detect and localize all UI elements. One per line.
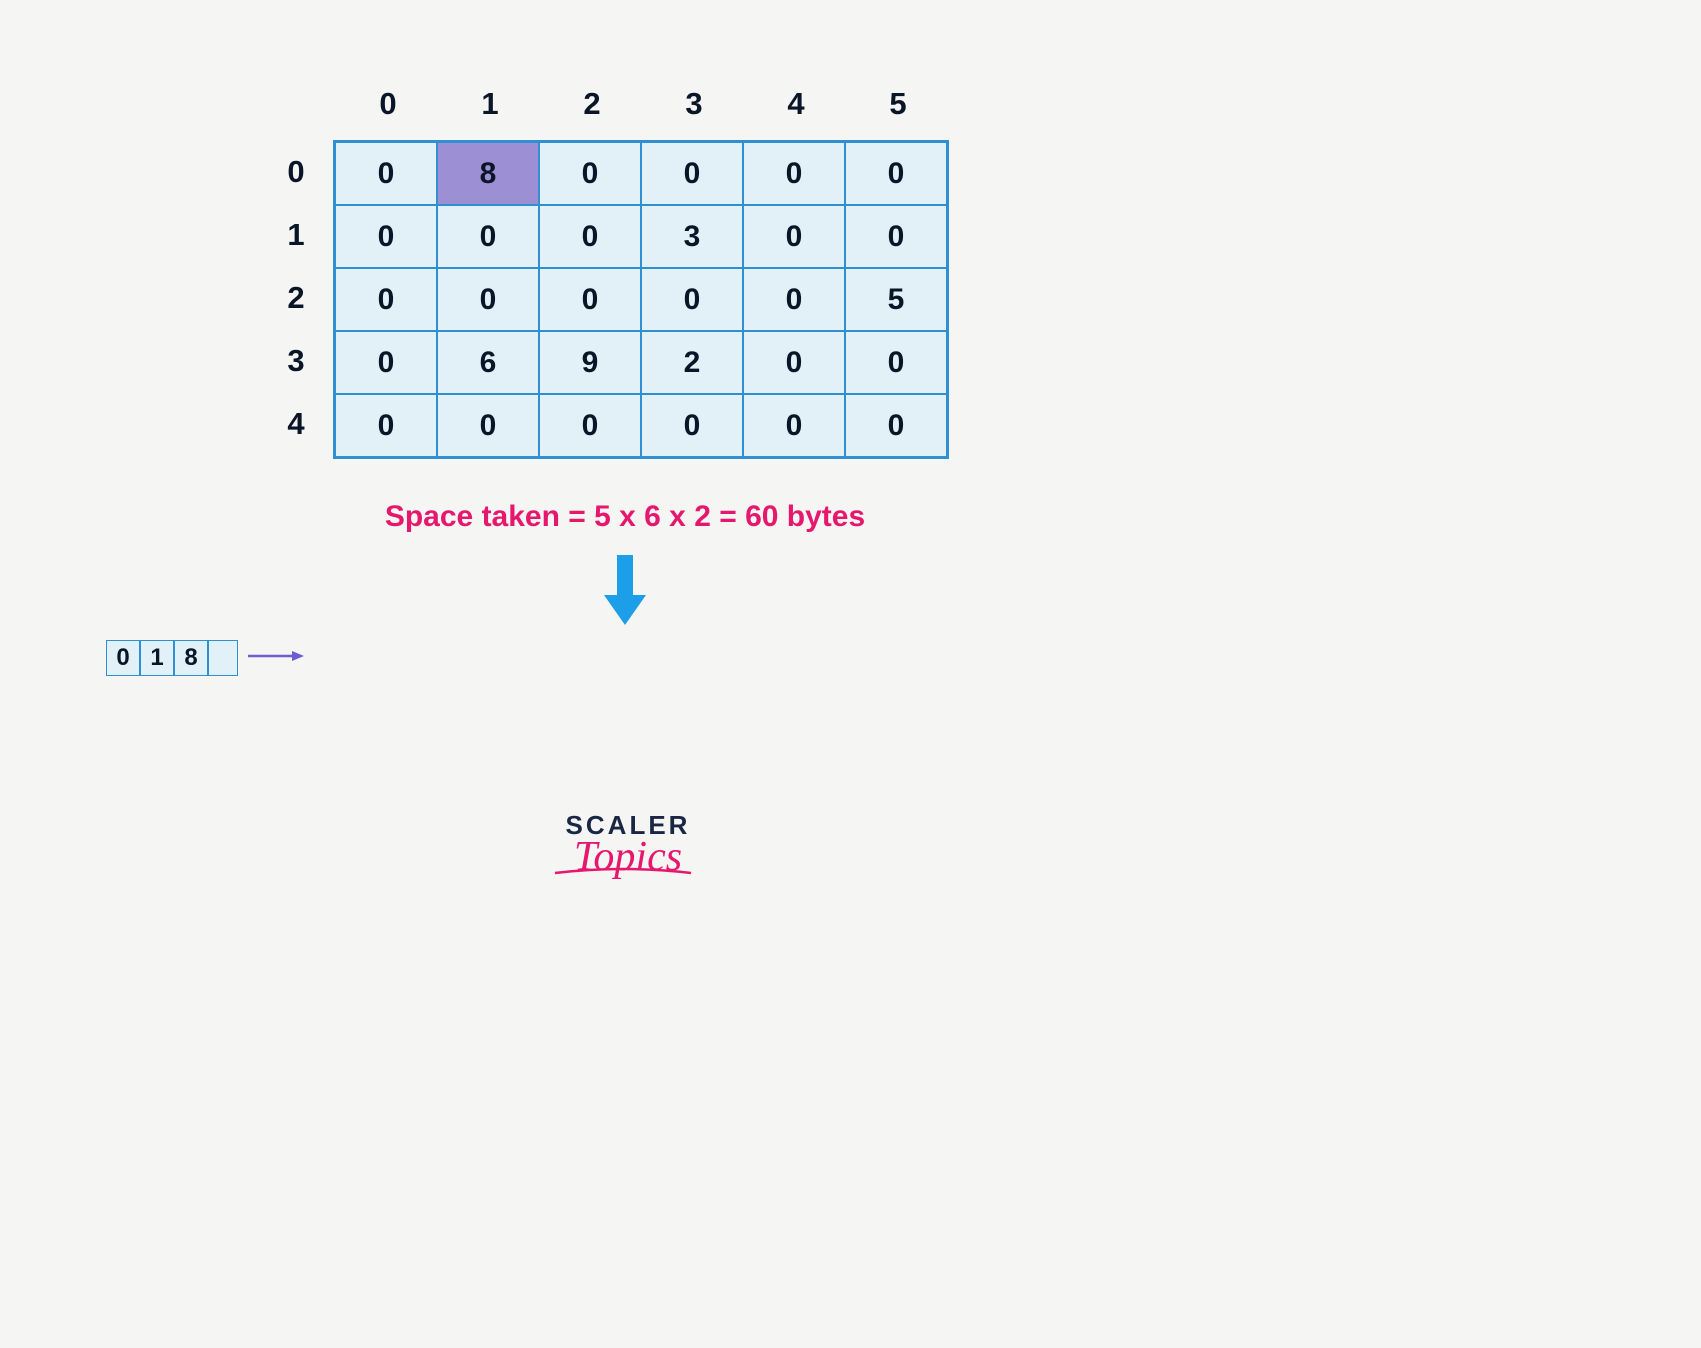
matrix-cell: 0 — [641, 142, 743, 205]
logo-bottom-text: Topics — [543, 833, 713, 881]
matrix-cell: 5 — [845, 268, 947, 331]
matrix-cell: 0 — [539, 205, 641, 268]
node-cell: 0 — [106, 640, 140, 676]
space-caption: Space taken = 5 x 6 x 2 = 60 bytes — [0, 500, 1250, 534]
matrix-cell: 0 — [335, 142, 437, 205]
matrix-cell: 0 — [641, 394, 743, 457]
matrix-cell: 0 — [437, 205, 539, 268]
matrix-cell: 2 — [641, 331, 743, 394]
logo-underline-icon — [553, 867, 693, 879]
matrix-cell: 0 — [437, 394, 539, 457]
row-header: 4 — [275, 392, 317, 455]
col-header: 4 — [745, 86, 847, 122]
scaler-topics-logo: SCALER Topics — [543, 810, 713, 881]
row-header: 0 — [275, 140, 317, 203]
matrix-cell: 0 — [743, 394, 845, 457]
table-row: 000000 — [335, 394, 947, 457]
matrix-cell: 0 — [845, 205, 947, 268]
matrix-cell: 0 — [743, 268, 845, 331]
column-headers: 0 1 2 3 4 5 — [337, 86, 949, 122]
matrix-cell: 3 — [641, 205, 743, 268]
matrix-cell: 0 — [335, 394, 437, 457]
matrix-cell: 9 — [539, 331, 641, 394]
table-row: 000005 — [335, 268, 947, 331]
node-cell: 8 — [174, 640, 208, 676]
matrix-cell: 0 — [539, 142, 641, 205]
down-arrow-icon — [604, 555, 646, 630]
table-row: 000300 — [335, 205, 947, 268]
col-header: 1 — [439, 86, 541, 122]
matrix-body: 0 1 2 3 4 080000000300000005069200000000 — [275, 140, 949, 459]
matrix-cell: 0 — [743, 205, 845, 268]
matrix-cell: 0 — [335, 331, 437, 394]
pointer-arrow-icon — [248, 649, 304, 668]
matrix-cell: 0 — [539, 394, 641, 457]
matrix-cell: 0 — [743, 142, 845, 205]
matrix-cell: 0 — [845, 394, 947, 457]
node-pointer-cell — [208, 640, 238, 676]
matrix-cell: 0 — [335, 268, 437, 331]
matrix-cell: 0 — [437, 268, 539, 331]
row-header: 3 — [275, 329, 317, 392]
matrix-cell: 8 — [437, 142, 539, 205]
row-header: 1 — [275, 203, 317, 266]
table-row: 069200 — [335, 331, 947, 394]
node-cell: 1 — [140, 640, 174, 676]
col-header: 5 — [847, 86, 949, 122]
matrix-cell: 0 — [743, 331, 845, 394]
matrix-grid: 080000000300000005069200000000 — [333, 140, 949, 459]
row-headers: 0 1 2 3 4 — [275, 140, 317, 459]
matrix-diagram: 0 1 2 3 4 5 0 1 2 3 4 080000000300000005… — [275, 86, 949, 459]
col-header: 2 — [541, 86, 643, 122]
col-header: 0 — [337, 86, 439, 122]
row-header: 2 — [275, 266, 317, 329]
col-header: 3 — [643, 86, 745, 122]
matrix-cell: 0 — [641, 268, 743, 331]
matrix-cell: 0 — [539, 268, 641, 331]
matrix-cell: 0 — [335, 205, 437, 268]
table-row: 080000 — [335, 142, 947, 205]
matrix-cell: 0 — [845, 331, 947, 394]
matrix-cell: 6 — [437, 331, 539, 394]
linked-list-node: 0 1 8 — [106, 640, 304, 676]
matrix-cell: 0 — [845, 142, 947, 205]
